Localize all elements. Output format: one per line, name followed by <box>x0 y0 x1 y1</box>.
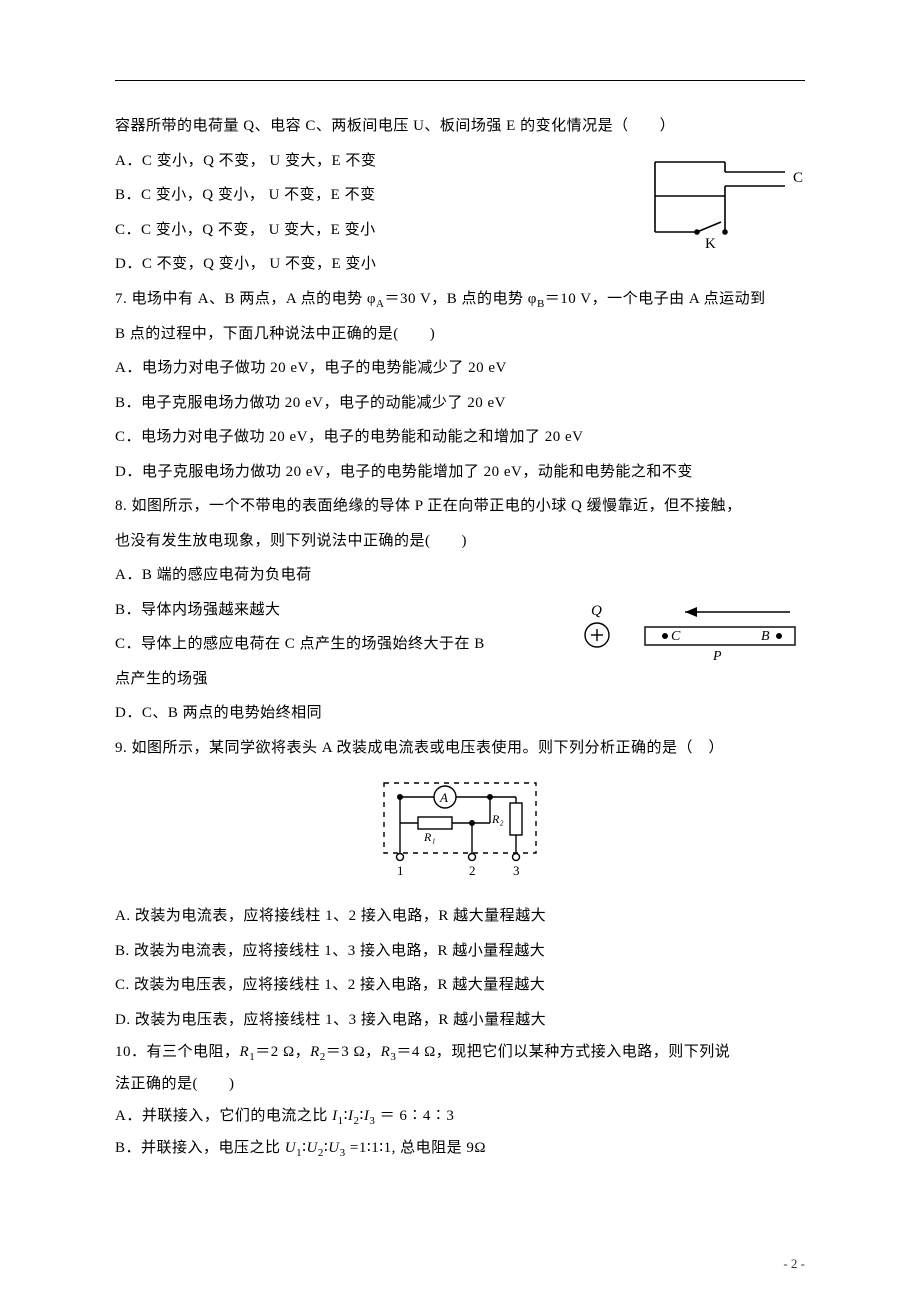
q10-R1: R <box>240 1044 250 1060</box>
q7-stem-line1: 7. 电场中有 A、B 两点，A 点的电势 φA＝30 V，B 点的电势 φB＝… <box>115 282 805 317</box>
q6-opt-a: A．C 变小，Q 不变， U 变大，E 不变 <box>115 144 805 179</box>
q10a-a: A．并联接入，它们的电流之比 <box>115 1108 332 1124</box>
q9-figure-meter: A R₁ R₂ 1 2 3 <box>115 775 805 885</box>
q7-stem-line2: B 点的过程中，下面几种说法中正确的是( ) <box>115 317 805 352</box>
q8-opt-c2: 点产生的场强 <box>115 662 805 697</box>
q10-stem-a: 10．有三个电阻， <box>115 1044 240 1060</box>
q6-opt-b: B．C 变小，Q 变小， U 不变，E 不变 <box>115 178 805 213</box>
q10b-U2: U <box>307 1140 318 1156</box>
q10-v3: ＝4 Ω，现把它们以某种方式接入电路，则下列说 <box>396 1044 730 1060</box>
q9-terminal-2: 2 <box>469 863 476 878</box>
q8-opt-c: C．导体上的感应电荷在 C 点产生的场强始终大于在 B <box>115 627 805 662</box>
q10b-U3: U <box>328 1140 339 1156</box>
q9-label-a: A <box>439 790 448 805</box>
q9-stem: 9. 如图所示，某同学欲将表头 A 改装成电流表或电压表使用。则下列分析正确的是… <box>115 731 805 766</box>
q7-opt-d: D．电子克服电场力做功 20 eV，电子的电势能增加了 20 eV，动能和电势能… <box>115 455 805 490</box>
page-number: - 2 - <box>783 1256 805 1272</box>
q10b-b: =1∶1∶1, 总电阻是 9Ω <box>346 1140 486 1156</box>
q10-R2: R <box>310 1044 320 1060</box>
q7-stem-a: 7. 电场中有 A、B 两点，A 点的电势 φ <box>115 291 376 307</box>
q7-opt-b: B．电子克服电场力做功 20 eV，电子的动能减少了 20 eV <box>115 386 805 421</box>
q10a-b: ＝ 6∶4∶3 <box>375 1108 454 1124</box>
q10-v2: ＝3 Ω， <box>326 1044 381 1060</box>
q10-opt-a: A．并联接入，它们的电流之比 I1∶I2∶I3 ＝ 6∶4∶3 <box>115 1101 805 1133</box>
q8-opt-d: D．C、B 两点的电势始终相同 <box>115 696 805 731</box>
q7-opt-a: A．电场力对电子做功 20 eV，电子的电势能减少了 20 eV <box>115 351 805 386</box>
q7-subB: B <box>537 298 545 310</box>
q7-stem-c: ＝10 V，一个电子由 A 点运动到 <box>545 291 766 307</box>
q6-opt-c: C．C 变小，Q 不变， U 变大，E 变小 <box>115 213 805 248</box>
q10b-U1: U <box>285 1140 296 1156</box>
q10-opt-b: B．并联接入，电压之比 U1∶U2∶U3 =1∶1∶1, 总电阻是 9Ω <box>115 1133 805 1165</box>
q9-opt-c: C. 改装为电压表，应将接线柱 1、2 接入电路，R 越大量程越大 <box>115 968 805 1003</box>
top-rule <box>115 80 805 81</box>
q10-stem-line2: 法正确的是( ) <box>115 1069 805 1101</box>
q8-opt-b: B．导体内场强越来越大 <box>115 593 805 628</box>
q7-opt-c: C．电场力对电子做功 20 eV，电子的电势能和动能之和增加了 20 eV <box>115 420 805 455</box>
q7-stem-b: ＝30 V，B 点的电势 φ <box>384 291 536 307</box>
q6-stem: 容器所带的电荷量 Q、电容 C、两板间电压 U、板间场强 E 的变化情况是（ ） <box>115 109 805 144</box>
q8-stem-line1: 8. 如图所示，一个不带电的表面绝缘的导体 P 正在向带正电的小球 Q 缓慢靠近… <box>115 489 805 524</box>
q9-opt-a: A. 改装为电流表，应将接线柱 1、2 接入电路，R 越大量程越大 <box>115 899 805 934</box>
q8-stem-line2: 也没有发生放电现象，则下列说法中正确的是( ) <box>115 524 805 559</box>
q9-opt-b: B. 改装为电流表，应将接线柱 1、3 接入电路，R 越小量程越大 <box>115 934 805 969</box>
q9-label-r2: R₂ <box>491 812 504 826</box>
q6-opt-d: D．C 不变，Q 变小， U 不变，E 变小 <box>115 247 805 282</box>
q8-opt-a: A．B 端的感应电荷为负电荷 <box>115 558 805 593</box>
q10-v1: ＝2 Ω， <box>255 1044 310 1060</box>
q9-terminal-1: 1 <box>397 863 404 878</box>
page: 容器所带的电荷量 Q、电容 C、两板间电压 U、板间场强 E 的变化情况是（ ） <box>0 0 920 1302</box>
q9-label-r1: R₁ <box>423 830 436 844</box>
q9-opt-d: D. 改装为电压表，应将接线柱 1、3 接入电路，R 越小量程越大 <box>115 1003 805 1038</box>
q10-stem-line1: 10．有三个电阻，R1＝2 Ω，R2＝3 Ω，R3＝4 Ω，现把它们以某种方式接… <box>115 1037 805 1069</box>
q10b-a: B．并联接入，电压之比 <box>115 1140 285 1156</box>
q9-terminal-3: 3 <box>513 863 520 878</box>
q10-R3: R <box>381 1044 391 1060</box>
